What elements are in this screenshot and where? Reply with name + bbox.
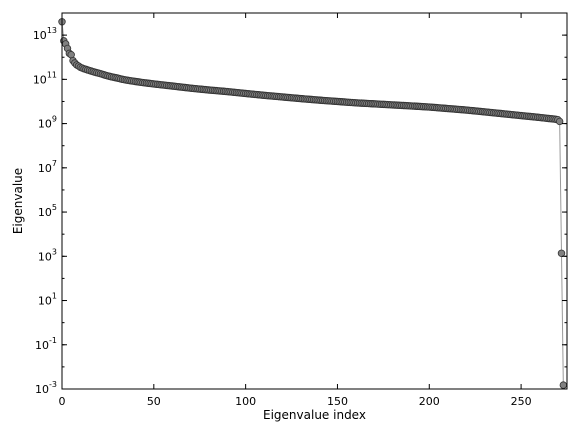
x-tick-label: 100 — [235, 395, 256, 408]
y-tick-label: 10-3 — [35, 380, 57, 396]
x-tick-label: 150 — [327, 395, 348, 408]
series-layer — [58, 18, 568, 389]
y-tick-label: 103 — [38, 247, 57, 263]
y-tick-label: 1011 — [33, 70, 57, 86]
y-tick-label: 109 — [38, 115, 57, 131]
data-point — [557, 249, 566, 257]
x-tick-label: 200 — [419, 395, 440, 408]
ticks-layer: 0 50 100 150 200 250 10-3 10-1 101 103 105 107 109 10… — [33, 13, 567, 408]
data-point — [555, 117, 564, 126]
data-point — [559, 381, 568, 389]
plot-frame — [61, 12, 568, 390]
y-axis-label: Eigenvalue — [11, 168, 25, 234]
x-tick-label: 250 — [511, 395, 532, 408]
y-tick-label: 107 — [38, 159, 57, 175]
y-tick-label: 101 — [38, 292, 57, 308]
y-tick-label: 10-1 — [35, 336, 57, 352]
x-tick-label: 0 — [59, 395, 66, 408]
y-tick-label: 105 — [38, 203, 57, 219]
y-tick-label: 1013 — [33, 26, 57, 42]
x-axis-label: Eigenvalue index — [263, 408, 366, 422]
x-tick-label: 50 — [147, 395, 161, 408]
